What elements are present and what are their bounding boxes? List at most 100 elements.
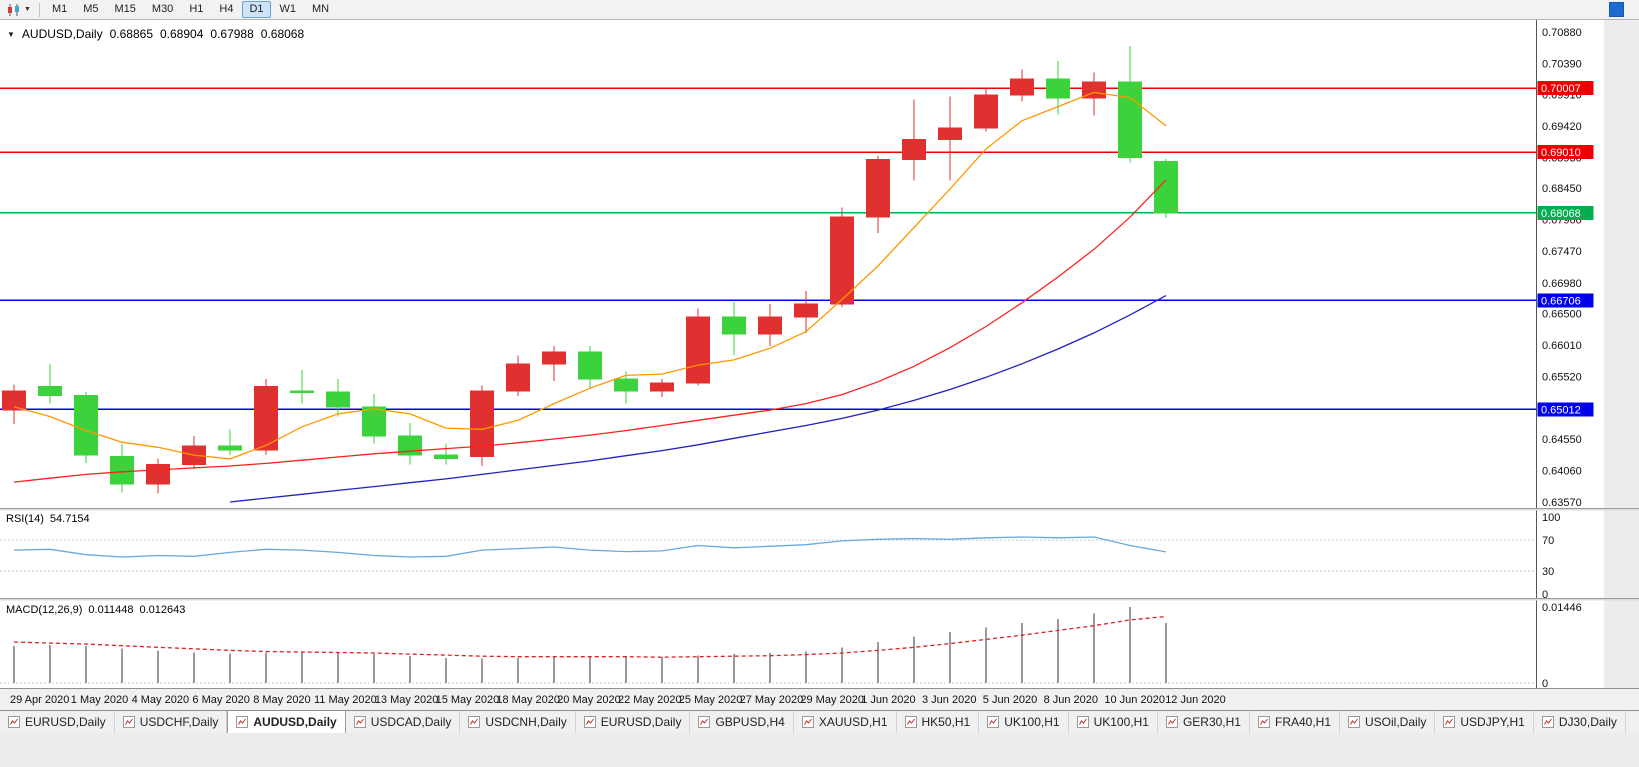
mini-chart-icon xyxy=(1348,716,1361,728)
chart-tab-hk50-h1[interactable]: HK50,H1 xyxy=(897,711,980,733)
rsi-axis-label: 30 xyxy=(1542,566,1554,578)
timeframe-button-m1[interactable]: M1 xyxy=(51,3,68,15)
chart-tab-fra40-h1[interactable]: FRA40,H1 xyxy=(1250,711,1341,733)
ma-slow-line xyxy=(229,295,1167,503)
chart-tab-gbpusd-h4[interactable]: GBPUSD,H4 xyxy=(690,711,794,733)
price-axis[interactable]: 0.708800.703900.699100.694200.689300.684… xyxy=(1536,20,1594,690)
ma-mid-line xyxy=(13,179,1167,483)
candle-11-jun-2020 xyxy=(1118,46,1142,163)
candle-19-may-2020 xyxy=(506,355,530,396)
price-axis-label: 0.66500 xyxy=(1542,309,1582,321)
price-chart-svg[interactable]: 0.708800.703900.699100.694200.689300.684… xyxy=(0,20,1639,710)
timeframe-button-m15[interactable]: M15 xyxy=(114,3,136,15)
chart-tab-usoil-daily[interactable]: USOil,Daily xyxy=(1340,711,1436,733)
chart-tab-usdcad-daily[interactable]: USDCAD,Daily xyxy=(346,711,461,733)
rsi-panel[interactable] xyxy=(0,536,1537,572)
chart-tab-label: AUDUSD,Daily xyxy=(253,715,337,729)
timeframe-button-h4[interactable]: H4 xyxy=(219,3,234,15)
chart-type-dropdown[interactable]: ▼ xyxy=(3,2,34,18)
price-axis-label: 0.63570 xyxy=(1542,497,1582,509)
time-axis[interactable]: 29 Apr 2020 1 May 2020 4 May 2020 6 May 202… xyxy=(10,694,1226,706)
chart-menu-arrow-icon[interactable]: ▼ xyxy=(7,29,15,39)
macd-signal-line xyxy=(13,615,1167,658)
mini-chart-icon xyxy=(904,716,917,728)
mini-chart-icon xyxy=(353,716,366,728)
mini-chart-icon xyxy=(987,716,1000,728)
svg-text:0.70007: 0.70007 xyxy=(1541,83,1581,95)
price-axis-label: 0.70390 xyxy=(1542,59,1582,71)
chart-tab-label: GER30,H1 xyxy=(1182,715,1241,729)
timeframe-button-m30[interactable]: M30 xyxy=(151,3,174,15)
date-label: 29 Apr 2020 xyxy=(10,694,69,706)
chart-tab-label: USDCNH,Daily xyxy=(485,715,567,729)
candle-22-may-2020 xyxy=(614,371,638,404)
mini-chart-icon xyxy=(1076,716,1089,728)
chart-tab-label: XAUUSD,H1 xyxy=(818,715,888,729)
macd-axis-label: 0 xyxy=(1542,678,1548,690)
date-label: 10 Jun 2020 xyxy=(1104,694,1165,706)
candle-11-may-2020 xyxy=(290,370,314,404)
docked-panel-icon[interactable] xyxy=(1609,2,1624,17)
macd-panel[interactable] xyxy=(0,607,1537,684)
chart-tab-audusd-daily[interactable]: AUDUSD,Daily xyxy=(227,711,346,733)
mini-chart-icon xyxy=(468,716,481,728)
timeframe-button-group: M1 M5 M15 M30 H1 H4 D1 W1 MN xyxy=(45,1,336,18)
candle-4-may-2020 xyxy=(110,443,134,493)
candle-8-may-2020 xyxy=(254,379,278,456)
chart-tab-uk100-h1[interactable]: UK100,H1 xyxy=(979,711,1069,733)
panel-splitter-2[interactable] xyxy=(0,598,1639,601)
timeframe-button-d1[interactable]: D1 xyxy=(242,1,271,18)
date-label: 12 Jun 2020 xyxy=(1165,694,1226,706)
timeframe-button-h1[interactable]: H1 xyxy=(189,3,204,15)
chart-tab-label: FRA40,H1 xyxy=(1274,715,1332,729)
chart-tab-usdchf-daily[interactable]: USDCHF,Daily xyxy=(115,711,228,733)
chart-tab-label: DJ30,Daily xyxy=(1558,715,1617,729)
date-label: 6 May 2020 xyxy=(192,694,249,706)
panel-splitter-1[interactable] xyxy=(0,508,1639,511)
chevron-down-icon: ▼ xyxy=(24,6,31,13)
timeframe-button-w1[interactable]: W1 xyxy=(279,3,297,15)
rsi-line xyxy=(13,536,1167,558)
chart-tab-label: USOil,Daily xyxy=(1365,715,1427,729)
chart-tab-eurusd-daily[interactable]: EURUSD,Daily xyxy=(0,711,115,733)
chart-tab-usdcnh-daily[interactable]: USDCNH,Daily xyxy=(460,711,576,733)
chart-tab-label: GBPUSD,H4 xyxy=(715,715,785,729)
timeframe-button-m5[interactable]: M5 xyxy=(83,3,99,15)
candle-9-jun-2020 xyxy=(1046,60,1070,115)
right-margin xyxy=(1604,20,1639,688)
chart-tab-label: EURUSD,Daily xyxy=(25,715,106,729)
chart-window[interactable]: 0.708800.703900.699100.694200.689300.684… xyxy=(0,20,1639,710)
chart-tab-xauusd-h1[interactable]: XAUUSD,H1 xyxy=(794,711,897,733)
price-tag-0-69010: 0.69010 xyxy=(1537,145,1594,160)
candlestick-chart-icon xyxy=(8,3,19,16)
main-price-panel[interactable] xyxy=(0,46,1537,503)
chart-tab-label: USDCHF,Daily xyxy=(139,715,219,729)
price-axis-label: 0.69420 xyxy=(1542,121,1582,133)
chart-tab-label: USDCAD,Daily xyxy=(370,715,452,729)
ma-fast-line xyxy=(13,91,1167,460)
rsi-axis-label: 0 xyxy=(1542,589,1548,601)
price-axis-label: 0.64060 xyxy=(1542,465,1582,477)
svg-text:0.66706: 0.66706 xyxy=(1541,295,1581,307)
timeframe-button-mn[interactable]: MN xyxy=(312,3,330,15)
time-axis-band[interactable] xyxy=(0,688,1639,710)
candle-8-jun-2020 xyxy=(1010,69,1034,102)
mini-chart-icon xyxy=(698,716,711,728)
candle-12-jun-2020 xyxy=(1154,159,1178,218)
chart-tab-usdjpy-h1[interactable]: USDJPY,H1 xyxy=(1435,711,1534,733)
chart-tab-ger30-h1[interactable]: GER30,H1 xyxy=(1158,711,1250,733)
candle-12-may-2020 xyxy=(326,379,350,417)
candle-15-may-2020 xyxy=(434,443,458,465)
chart-tab-dj30-daily[interactable]: DJ30,Daily xyxy=(1534,711,1626,733)
price-axis-label: 0.70880 xyxy=(1542,27,1582,39)
chart-tab-eurusd-daily[interactable]: EURUSD,Daily xyxy=(576,711,691,733)
date-label: 25 May 2020 xyxy=(679,694,743,706)
date-label: 27 May 2020 xyxy=(740,694,804,706)
top-toolbar: ▼ M1 M5 M15 M30 H1 H4 D1 W1 MN xyxy=(0,0,1639,20)
price-tag-0-66706: 0.66706 xyxy=(1537,293,1594,308)
price-axis-label: 0.64550 xyxy=(1542,434,1582,446)
mini-chart-icon xyxy=(236,716,249,728)
chart-tab-label: USDJPY,H1 xyxy=(1460,715,1525,729)
chart-tab-uk100-h1[interactable]: UK100,H1 xyxy=(1069,711,1158,733)
price-axis-label: 0.66980 xyxy=(1542,278,1582,290)
